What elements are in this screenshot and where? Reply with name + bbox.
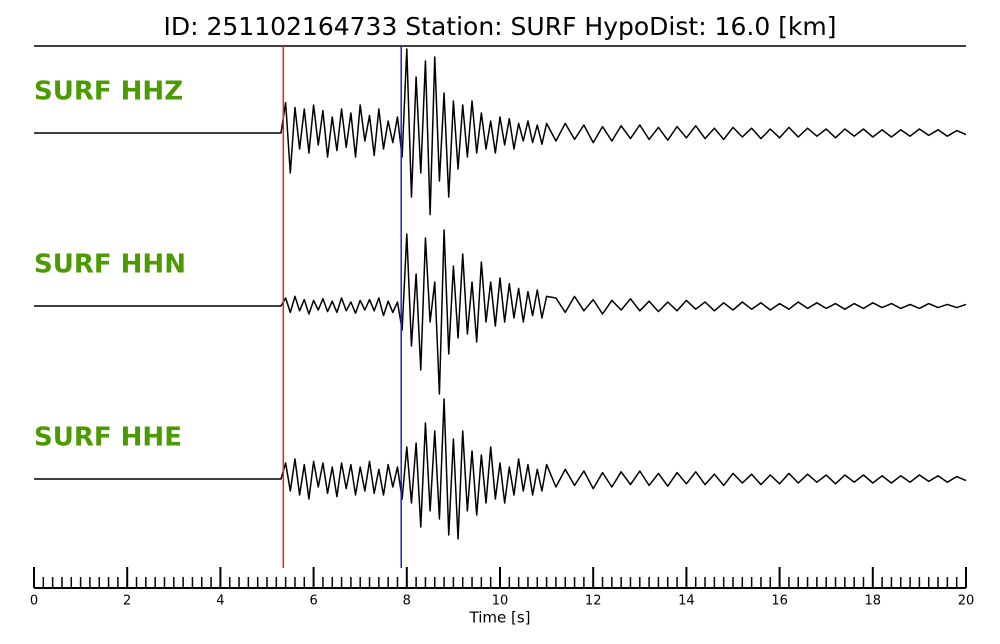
waveform: [34, 398, 967, 540]
x-tick-label: 10: [492, 594, 509, 609]
x-tick-label: 4: [216, 594, 224, 609]
chart-title: ID: 251102164733 Station: SURF HypoDist:…: [163, 12, 836, 41]
x-tick-label: 12: [585, 594, 602, 609]
trace-label: SURF HHE: [34, 423, 182, 453]
x-tick-label: 16: [771, 594, 788, 609]
x-tick-label: 14: [678, 594, 695, 609]
x-tick-label: 20: [958, 594, 975, 609]
waveform: [34, 48, 967, 216]
x-tick-label: 6: [309, 594, 317, 609]
x-tick-label: 18: [865, 594, 882, 609]
x-tick-label: 2: [123, 594, 131, 609]
trace-label: SURF HHN: [34, 250, 186, 280]
trace-label: SURF HHZ: [34, 77, 183, 107]
x-tick-label: 0: [30, 594, 38, 609]
x-axis-label: Time [s]: [469, 609, 531, 627]
x-tick-label: 8: [403, 594, 411, 609]
waveform: [34, 229, 967, 395]
